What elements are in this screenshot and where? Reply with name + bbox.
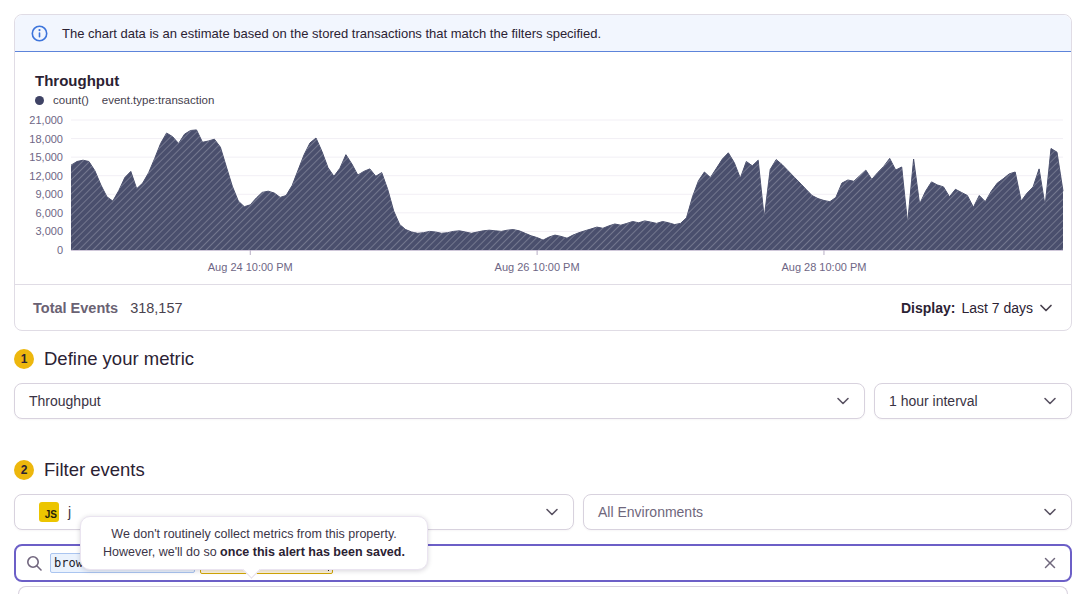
chevron-down-icon: [1043, 397, 1057, 405]
svg-text:9,000: 9,000: [35, 188, 63, 200]
svg-text:Aug 24 10:00 PM: Aug 24 10:00 PM: [208, 261, 293, 273]
throughput-area-chart: 0 3,000 6,000 9,000 12,000 15,000 18,000 21,000…: [15, 108, 1071, 280]
javascript-platform-icon: JS: [39, 502, 59, 522]
chevron-down-icon: [1043, 508, 1057, 516]
svg-text:12,000: 12,000: [29, 170, 63, 182]
clear-search-icon[interactable]: [1042, 555, 1058, 571]
alert-builder-page: The chart data is an estimate based on t…: [0, 0, 1086, 602]
section-title-filter-events: Filter events: [44, 459, 145, 481]
chevron-down-icon: [836, 397, 850, 405]
legend-dot-icon: [35, 96, 44, 105]
metric-select-row: Throughput 1 hour interval: [14, 383, 1072, 419]
display-label: Display:: [901, 300, 955, 316]
search-icon: [26, 555, 43, 572]
legend-series-label: count(): [53, 94, 89, 106]
step-1-badge: 1: [14, 349, 34, 369]
metric-select-value: Throughput: [29, 393, 836, 409]
svg-text:0: 0: [57, 244, 63, 256]
metric-property-tooltip: We don't routinely collect metrics from …: [80, 516, 428, 570]
tooltip-line2: However, we'll do so: [103, 545, 220, 559]
interval-select[interactable]: 1 hour interval: [874, 383, 1072, 419]
banner-text: The chart data is an estimate based on t…: [62, 26, 601, 41]
environment-select[interactable]: All Environments: [583, 494, 1072, 530]
chart-title: Throughput: [35, 72, 1051, 89]
svg-text:18,000: 18,000: [29, 133, 63, 145]
chart-footer: Total Events 318,157 Display: Last 7 day…: [15, 284, 1071, 330]
environment-select-value: All Environments: [598, 504, 1043, 520]
svg-text:Aug 26 10:00 PM: Aug 26 10:00 PM: [495, 261, 580, 273]
section-define-metric: 1 Define your metric: [14, 348, 1072, 370]
svg-text:6,000: 6,000: [35, 207, 63, 219]
total-events-label: Total Events: [33, 300, 118, 316]
metric-select[interactable]: Throughput: [14, 383, 865, 419]
svg-text:15,000: 15,000: [29, 151, 63, 163]
step-2-badge: 2: [14, 460, 34, 480]
chevron-down-icon: [545, 508, 559, 516]
svg-text:Aug 28 10:00 PM: Aug 28 10:00 PM: [781, 261, 866, 273]
legend-query-label: event.type:transaction: [102, 94, 215, 106]
chart-legend: count() event.type:transaction: [35, 94, 1051, 106]
section-filter-events: 2 Filter events: [14, 459, 1072, 481]
next-panel-edge: [18, 586, 1068, 594]
chart-body: Throughput count() event.type:transactio…: [15, 52, 1071, 284]
display-period-select[interactable]: Display: Last 7 days: [901, 300, 1053, 316]
info-banner: The chart data is an estimate based on t…: [15, 15, 1071, 52]
chart-panel: The chart data is an estimate based on t…: [14, 14, 1072, 331]
section-title-define-metric: Define your metric: [44, 348, 194, 370]
svg-text:21,000: 21,000: [29, 114, 63, 126]
display-value: Last 7 days: [961, 300, 1033, 316]
chevron-down-icon: [1039, 304, 1053, 312]
svg-text:3,000: 3,000: [35, 225, 63, 237]
tooltip-line1: We don't routinely collect metrics from …: [111, 527, 396, 541]
total-events-value: 318,157: [130, 300, 182, 316]
tooltip-line2-bold: once this alert has been saved.: [220, 545, 405, 559]
info-icon: [31, 25, 48, 42]
total-events: Total Events 318,157: [33, 300, 183, 316]
interval-select-value: 1 hour interval: [889, 393, 1043, 409]
